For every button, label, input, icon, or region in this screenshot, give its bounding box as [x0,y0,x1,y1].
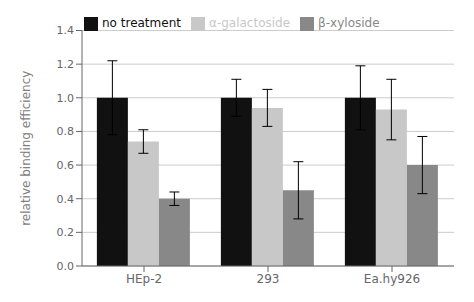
svg-text:0.8: 0.8 [57,125,75,138]
svg-text:0.0: 0.0 [57,260,75,273]
html-text:α-galactoside: α-galactoside [209,16,291,30]
svg-text:HEp-2: HEp-2 [126,272,162,286]
svg-text:relative binding efficiency: relative binding efficiency [19,71,33,226]
svg-text:1.0: 1.0 [57,92,75,105]
html-text:no treatment: no treatment [102,16,181,30]
svg-text:0.4: 0.4 [57,193,75,206]
svg-text:Ea.hy926: Ea.hy926 [364,272,420,286]
svg-text:0.2: 0.2 [57,226,75,239]
html-text:β-xyloside: β-xyloside [318,16,380,30]
svg-text:293: 293 [257,272,280,286]
svg-text:0.6: 0.6 [57,159,75,172]
svg-text:1.4: 1.4 [57,24,75,37]
svg-text:1.2: 1.2 [57,58,75,71]
